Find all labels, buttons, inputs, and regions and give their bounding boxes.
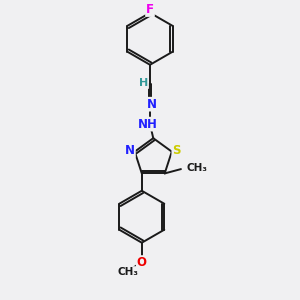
Text: N: N	[147, 98, 157, 111]
Text: H: H	[139, 78, 148, 88]
Text: CH₃: CH₃	[186, 163, 207, 173]
Text: F: F	[146, 3, 154, 16]
Text: S: S	[172, 144, 181, 157]
Text: NH: NH	[138, 118, 158, 130]
Text: CH₃: CH₃	[117, 267, 138, 277]
Text: O: O	[137, 256, 147, 269]
Text: N: N	[125, 144, 135, 157]
